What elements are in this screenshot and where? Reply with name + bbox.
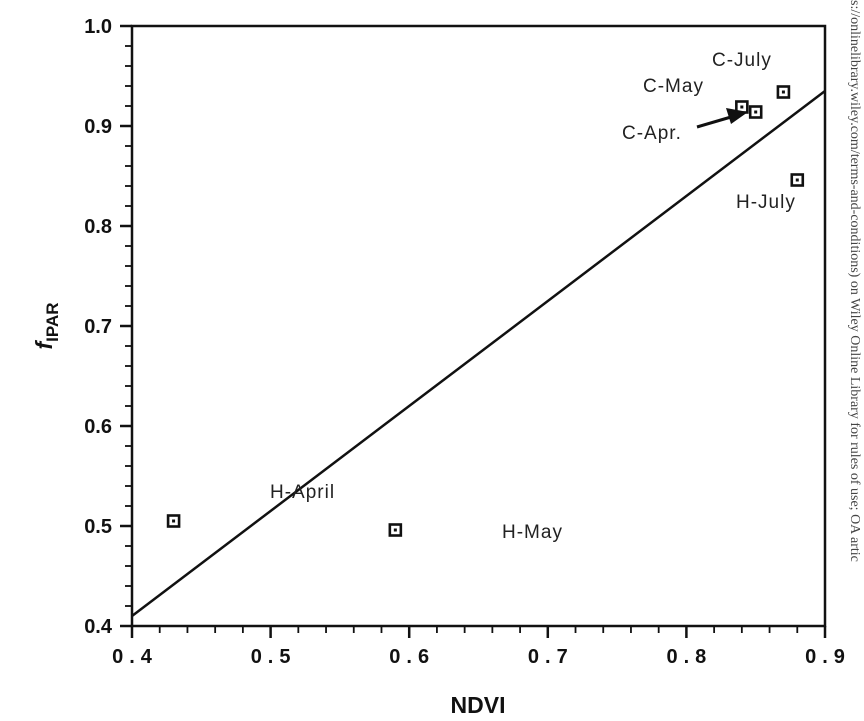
point-marker-core — [393, 528, 397, 532]
y-tick-label: 0.5 — [84, 516, 112, 538]
x-tick-label: 0.9 — [805, 646, 851, 668]
point-marker-core — [795, 178, 799, 182]
y-axis-title-subscript: IPAR — [43, 302, 62, 341]
data-points — [166, 85, 805, 537]
side-margin-text: s://onlinelibrary.wiley.com/terms-and-co… — [847, 0, 862, 562]
point-marker-core — [740, 105, 744, 109]
data-point-h-july — [790, 173, 805, 187]
y-tick-label: 0.8 — [84, 216, 112, 238]
point-label-c-july: C-July — [712, 50, 772, 71]
annotation-arrow — [696, 108, 748, 129]
point-label-c-apr: C-Apr. — [622, 123, 682, 144]
data-point-c-july — [776, 85, 791, 99]
point-marker-core — [781, 90, 785, 94]
annotations: H-April H-May C-May C-Apr. C-July H-July — [270, 50, 796, 543]
data-point-h-april — [166, 514, 181, 528]
x-tick-label: 0.8 — [666, 646, 712, 668]
x-tick-label: 0.7 — [528, 646, 574, 668]
point-label-h-april: H-April — [270, 482, 335, 503]
regression-line — [131, 90, 826, 617]
y-tick-label: 0.6 — [84, 416, 112, 438]
x-tick-label: 0.5 — [251, 646, 297, 668]
y-tick-label: 1.0 — [84, 16, 112, 38]
y-axis-title-main: f — [31, 340, 57, 350]
y-tick-label: 0.9 — [84, 116, 112, 138]
tick-marks — [120, 24, 827, 638]
tick-labels: 0.4 0.5 0.6 0.7 0.8 0.9 0.4 0.5 0.6 0.7 0.8 0.9 1.0 — [84, 16, 851, 668]
x-axis-title: NDVI — [451, 692, 506, 718]
data-point-c-apr — [748, 105, 763, 119]
point-label-h-may: H-May — [502, 522, 563, 543]
point-marker-core — [172, 519, 176, 523]
y-axis-title: fIPAR — [31, 302, 62, 349]
y-tick-label: 0.7 — [84, 316, 112, 338]
x-tick-label: 0.4 — [112, 646, 158, 668]
axes: 0.4 0.5 0.6 0.7 0.8 0.9 0.4 0.5 0.6 0.7 0.8 0.9 1.0 — [84, 16, 851, 668]
data-point-h-may — [388, 523, 403, 537]
point-marker-core — [754, 110, 758, 114]
point-label-h-july: H-July — [736, 192, 796, 213]
y-tick-label: 0.4 — [84, 616, 113, 638]
x-tick-label: 0.6 — [389, 646, 435, 668]
point-label-c-may: C-May — [643, 76, 704, 97]
